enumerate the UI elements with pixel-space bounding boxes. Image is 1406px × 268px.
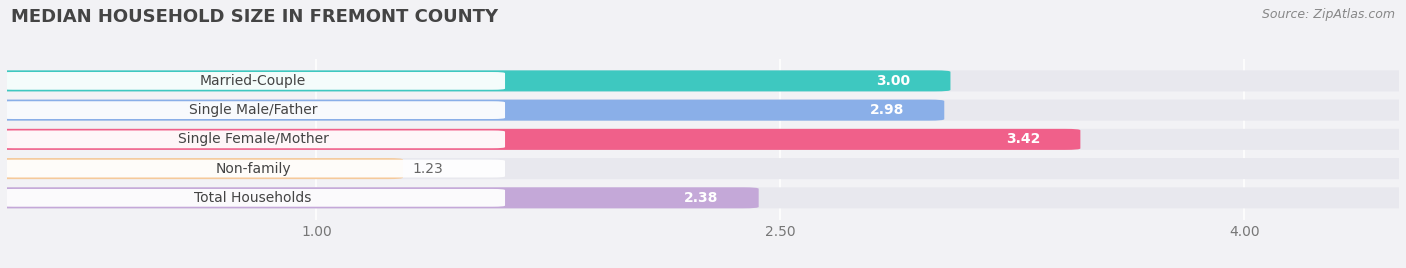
Text: Total Households: Total Households [194, 191, 312, 205]
FancyBboxPatch shape [0, 187, 1406, 208]
FancyBboxPatch shape [0, 129, 1406, 150]
Text: Non-family: Non-family [215, 162, 291, 176]
Text: Single Male/Father: Single Male/Father [188, 103, 318, 117]
FancyBboxPatch shape [0, 158, 1406, 179]
FancyBboxPatch shape [0, 100, 945, 121]
FancyBboxPatch shape [0, 70, 1406, 91]
FancyBboxPatch shape [1, 101, 505, 119]
Text: Married-Couple: Married-Couple [200, 74, 307, 88]
Text: Source: ZipAtlas.com: Source: ZipAtlas.com [1261, 8, 1395, 21]
FancyBboxPatch shape [0, 187, 759, 208]
FancyBboxPatch shape [1, 72, 505, 90]
FancyBboxPatch shape [0, 129, 1080, 150]
Text: MEDIAN HOUSEHOLD SIZE IN FREMONT COUNTY: MEDIAN HOUSEHOLD SIZE IN FREMONT COUNTY [11, 8, 498, 26]
FancyBboxPatch shape [0, 100, 1406, 121]
FancyBboxPatch shape [0, 70, 950, 91]
FancyBboxPatch shape [1, 131, 505, 148]
FancyBboxPatch shape [1, 160, 505, 177]
FancyBboxPatch shape [1, 189, 505, 207]
Text: Single Female/Mother: Single Female/Mother [177, 132, 329, 146]
Text: 2.98: 2.98 [870, 103, 904, 117]
Text: 1.23: 1.23 [412, 162, 443, 176]
FancyBboxPatch shape [0, 158, 404, 179]
Text: 3.00: 3.00 [876, 74, 910, 88]
Text: 3.42: 3.42 [1005, 132, 1040, 146]
Text: 2.38: 2.38 [685, 191, 718, 205]
